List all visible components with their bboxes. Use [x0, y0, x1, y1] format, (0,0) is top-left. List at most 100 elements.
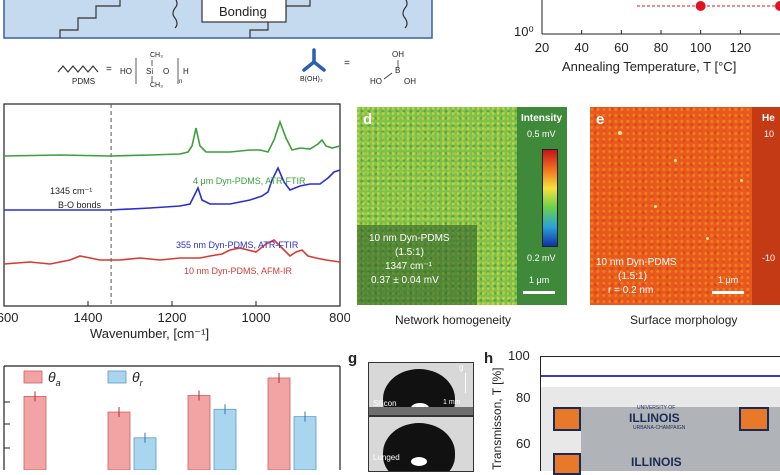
droplet-image-bottom: Lunged	[368, 416, 474, 472]
panel-d-label-1: 10 nm Dyn-PDMS	[369, 233, 450, 244]
spectra-x-tick-label: 1600	[0, 310, 18, 325]
droplet-reflection	[411, 457, 427, 466]
schematic-svg	[3, 0, 433, 84]
bar-advancing	[267, 377, 291, 471]
panel-e-letter: e	[596, 111, 605, 128]
spectra-x-tick-label: 800	[329, 310, 350, 325]
panel-d-label-3: 1347 cm⁻¹	[385, 261, 432, 272]
bonding-label: Bonding	[219, 4, 267, 19]
panel-h-letter: h	[484, 350, 494, 367]
legend-label-r: θr	[132, 369, 143, 388]
logo-i-right-icon	[739, 407, 769, 431]
anneal-x-tick-label: 120	[729, 40, 751, 55]
boh3-b: B	[395, 66, 401, 75]
panel-d-caption: Network homogeneity	[395, 313, 512, 327]
boh3-oh-top: OH	[392, 50, 404, 59]
logo-main-text-2: ILLINOIS	[631, 455, 682, 469]
annealing-y-tick: 10⁰	[514, 24, 534, 39]
droplet-top-label: Silicon	[373, 399, 397, 408]
anneal-data-point	[775, 1, 780, 11]
pdms-chain-icon	[57, 65, 99, 73]
series-label-blue: 355 nm Dyn-PDMS, ATR-FTIR	[176, 240, 299, 250]
spectra-annotation-line2: B-O bonds	[58, 200, 102, 210]
transmission-line	[541, 375, 780, 377]
panel-e-colorbar-title: He	[762, 113, 775, 124]
spectra-annotation-line1: 1345 cm⁻¹	[50, 186, 93, 196]
surface-map	[590, 107, 780, 305]
bright-spot	[654, 205, 657, 208]
annealing-chart: 20 40 60 80 100 120 10⁰ Annealing Temperature…	[480, 0, 780, 95]
bright-spot	[706, 237, 709, 240]
panel-e-scale-text: 1 μm	[718, 275, 739, 285]
anneal-x-tick-label: 40	[574, 40, 588, 55]
series-red-line	[3, 239, 341, 265]
logo-main-text: ILLINOIS	[629, 411, 680, 425]
y-axis-label: Transmisson, T [%]	[490, 367, 504, 470]
panel-d: d Intensity 0.5 mV 0.2 mV 10 nm Dyn-PDMS…	[357, 107, 572, 339]
panel-e-scale-bar	[712, 291, 744, 294]
series-blue-line	[4, 166, 341, 211]
panel-e-caption: Surface morphology	[630, 313, 738, 327]
annealing-chart-svg: 20 40 60 80 100 120	[535, 0, 780, 55]
spectra-x-tick-label: 1200	[158, 310, 187, 325]
panel-d-colorbar-min: 0.2 mV	[527, 253, 556, 263]
bar-advancing	[107, 411, 131, 471]
panel-d-label-2: (1.5:1)	[395, 247, 424, 258]
panel-e: e He 10 -10 10 nm Dyn-PDMS (1.5:1) r = 0…	[590, 107, 780, 339]
series-label-red: 10 nm Dyn-PDMS, AFM-IR	[184, 266, 293, 276]
bright-spot	[674, 159, 677, 162]
logo-top-text: UNIVERSITY OF	[637, 405, 676, 411]
spectra-svg: 1600 1400 1200 1000 800	[0, 103, 351, 325]
panel-d-scale-text: 1 μm	[529, 275, 550, 285]
bright-spot	[740, 179, 743, 182]
boh3-equals: =	[344, 58, 350, 69]
schematic-panel: Bonding PDMS = HO Si O H CH₃ CH₃ n B(OH)…	[0, 0, 440, 95]
h-tick-100: 100	[508, 348, 530, 363]
bright-spot	[618, 131, 622, 135]
legend-label-a: θa	[48, 369, 61, 388]
panel-f: θa θr	[0, 352, 345, 471]
bar-advancing	[187, 395, 211, 471]
panel-d-label-box	[357, 225, 477, 305]
bar-advancing	[23, 396, 47, 471]
boron-hydroxide-icon	[302, 48, 326, 72]
anneal-data-point	[695, 1, 706, 11]
panel-g-letter: g	[348, 350, 358, 367]
substrate-top	[369, 407, 473, 415]
formula-h: H	[183, 67, 189, 76]
panel-e-label-1: 10 nm Dyn-PDMS	[596, 257, 677, 268]
bar-receding	[293, 416, 317, 471]
anneal-x-tick-label: 80	[654, 40, 668, 55]
transmission-plot-area: UNIVERSITY OF ILLINOIS URBANA-CHAMPAIGN …	[540, 356, 780, 475]
panel-d-colorbar-max: 0.5 mV	[527, 129, 556, 139]
panel-g: g Silicon 1 mm g Lunged	[348, 350, 476, 472]
panel-d-scale-bar	[523, 291, 555, 294]
spectra-x-tick-label: 1400	[74, 310, 103, 325]
panel-h: h Transmisson, T [%] 100 80 60 UNIVERSIT…	[480, 348, 780, 475]
panel-d-label-4: 0.37 ± 0.04 mV	[371, 275, 439, 286]
formula-ch3-top: CH₃	[150, 52, 163, 59]
droplet-bottom-label: Lunged	[373, 453, 400, 462]
panel-d-letter: d	[363, 111, 373, 128]
panel-e-label-2: (1.5:1)	[618, 271, 647, 282]
anneal-x-tick-label: 60	[614, 40, 628, 55]
spectra-panel: 1600140012001000800 1345 cm⁻¹ B-O bonds …	[0, 100, 351, 350]
h-tick-60: 60	[516, 436, 531, 451]
formula-si: Si	[146, 67, 154, 76]
boh3-label: B(OH)₃	[300, 76, 323, 83]
boh3-oh-right: OH	[404, 77, 416, 86]
legend-swatch-r	[107, 370, 127, 384]
formula-ch3-bottom: CH₃	[150, 82, 163, 89]
droplet-image-top: Silicon 1 mm g	[368, 362, 474, 416]
colorbar-d	[542, 149, 558, 247]
spectra-x-tick-label: 1000	[242, 310, 271, 325]
anneal-x-tick-label: 100	[690, 40, 712, 55]
pdms-label: PDMS	[72, 77, 96, 86]
h-tick-80: 80	[516, 390, 531, 405]
anneal-x-tick-label: 20	[535, 40, 549, 55]
bar-receding	[213, 408, 237, 471]
annealing-x-label: Annealing Temperature, T [°C]	[562, 59, 737, 74]
boh3-ho: HO	[370, 77, 382, 86]
formula-n: n	[179, 79, 183, 85]
contact-angle-chart	[3, 365, 341, 471]
